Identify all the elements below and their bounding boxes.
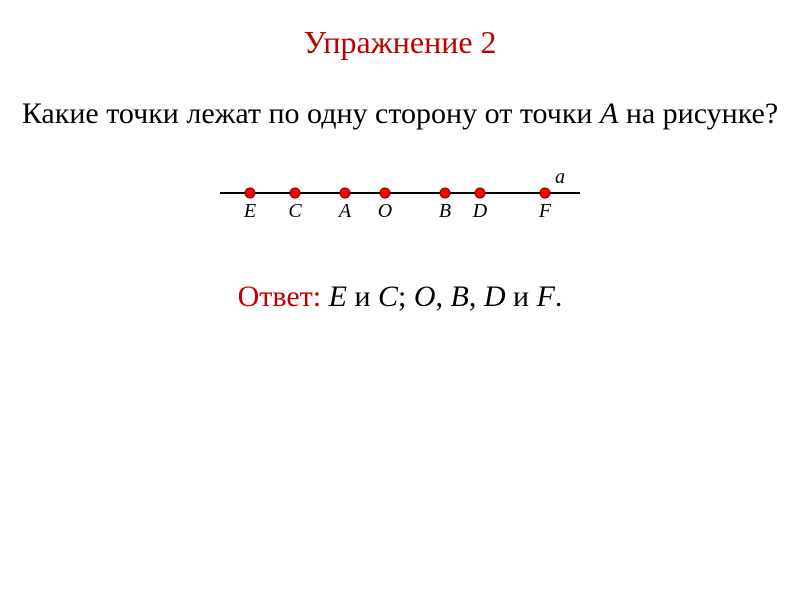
- point-E: [245, 188, 255, 198]
- answer-fragment: и: [506, 280, 537, 313]
- slide-title: Упражнение 2: [0, 24, 800, 61]
- answer-label: Ответ:: [238, 280, 329, 313]
- answer-line: Ответ: E и C; O, B, D и F.: [0, 280, 800, 314]
- answer-fragment: F: [537, 280, 555, 313]
- point-B: [440, 188, 450, 198]
- number-line-diagram: a E C A O BD F: [210, 169, 590, 239]
- answer-fragment: .: [555, 280, 563, 313]
- answer-fragment: C: [378, 280, 398, 313]
- answer-fragment: и: [347, 280, 378, 313]
- diagram-container: a E C A O BD F: [0, 169, 800, 244]
- point-O: [380, 188, 390, 198]
- answer-fragment: O: [414, 280, 436, 313]
- answer-fragment: ;: [398, 280, 414, 313]
- point-label-C: C: [288, 200, 302, 222]
- answer-fragment: ,: [469, 280, 484, 313]
- slide: Упражнение 2 Какие точки лежат по одну с…: [0, 24, 800, 600]
- answer-fragment: E: [329, 280, 347, 313]
- question-point-label: A: [600, 97, 618, 130]
- point-label-A: A: [337, 200, 352, 222]
- point-D: [475, 188, 485, 198]
- answer-text: E и C; O, B, D и F.: [329, 280, 563, 313]
- point-C: [290, 188, 300, 198]
- question-part-1: Какие точки лежат по одну сторону от точ…: [22, 97, 600, 130]
- point-A: [340, 188, 350, 198]
- question-part-2: на рисунке?: [618, 97, 778, 130]
- point-label-D: D: [472, 200, 488, 222]
- question-text: Какие точки лежат по одну сторону от точ…: [0, 95, 800, 133]
- answer-fragment: ,: [436, 280, 451, 313]
- point-label-E: E: [243, 200, 256, 222]
- line-label: a: [555, 169, 565, 188]
- answer-fragment: D: [484, 280, 506, 313]
- answer-fragment: B: [451, 280, 469, 313]
- point-label-F: F: [538, 200, 552, 222]
- point-label-O: O: [378, 200, 392, 222]
- point-label-B: B: [439, 200, 451, 222]
- point-F: [540, 188, 550, 198]
